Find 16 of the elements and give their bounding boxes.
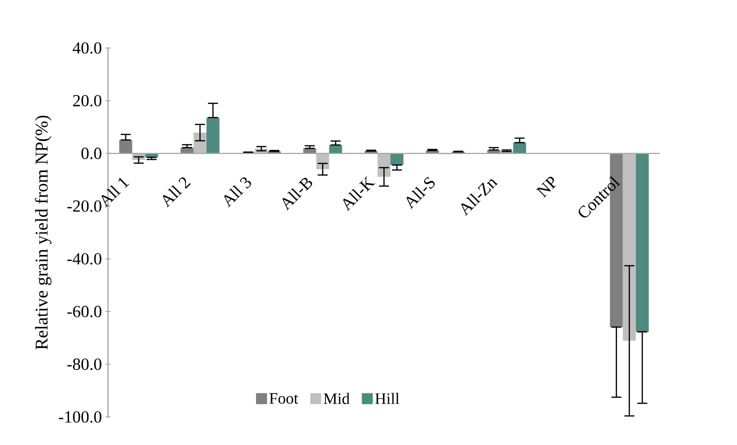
x-tick-label: All 3 <box>224 177 252 208</box>
x-tick-label: All 1 <box>101 178 130 208</box>
y-tick-label: -60.0 <box>67 306 102 318</box>
legend-label: Foot <box>269 393 298 404</box>
x-tick-label: All 2 <box>162 177 191 208</box>
x-tick-label: NP <box>536 176 556 198</box>
y-tick-label: -100.0 <box>58 411 102 423</box>
y-tick-label: -20.0 <box>67 200 102 212</box>
legend-label: Hill <box>375 392 400 404</box>
y-tick-label: 20.0 <box>73 94 102 106</box>
y-tick-label: 0.0 <box>81 148 102 160</box>
y-tick-label: 40.0 <box>72 42 102 54</box>
y-tick-label: -40.0 <box>67 253 102 265</box>
legend-label: Mid <box>324 392 350 404</box>
y-axis-title: Relative grain yield from NP(%) <box>34 116 52 350</box>
y-tick-label: -80.0 <box>67 358 102 370</box>
